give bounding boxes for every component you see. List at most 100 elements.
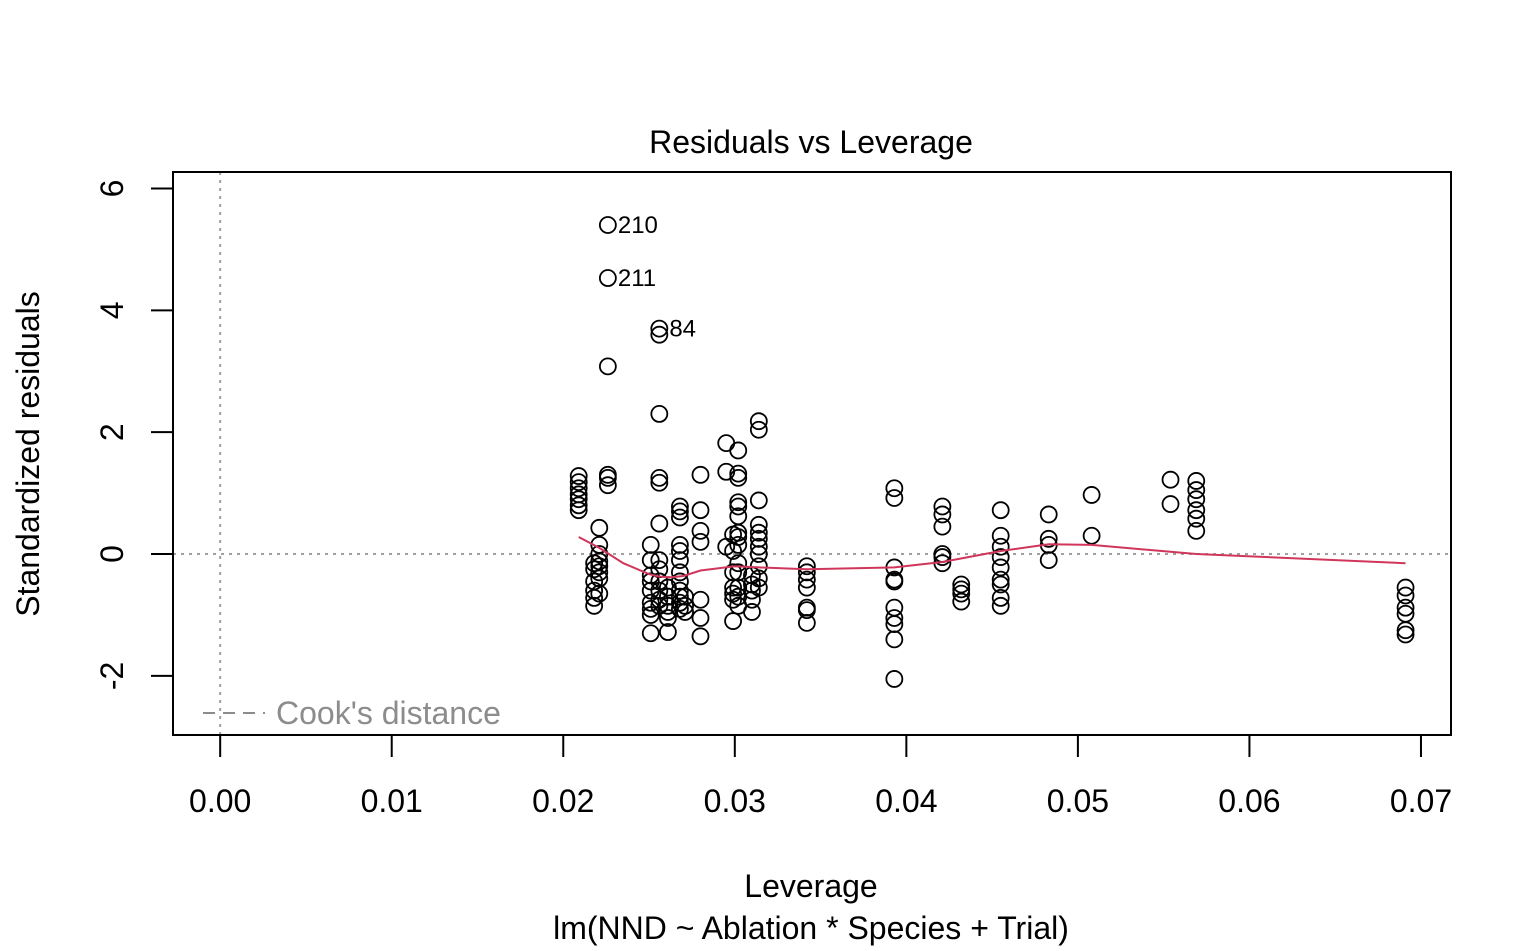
data-point: [749, 523, 768, 542]
data-point: [691, 521, 710, 540]
data-point: [749, 537, 768, 556]
point-label: 211: [618, 265, 656, 292]
data-point: [797, 613, 816, 632]
chart-title: Residuals vs Leverage: [649, 124, 973, 160]
chart-subtitle: lm(NND ~ Ablation * Species + Trial): [553, 910, 1069, 946]
data-point: [650, 514, 669, 533]
data-point: [1187, 472, 1206, 490]
data-point: [671, 563, 689, 582]
data-point: [650, 325, 669, 344]
x-tick-label: 0.06: [1218, 783, 1280, 819]
x-tick-label: 0.00: [189, 783, 251, 819]
data-point: [952, 575, 971, 594]
data-point: [885, 479, 904, 498]
data-point: [659, 609, 677, 627]
data-point: [691, 609, 710, 627]
data-point: [729, 535, 748, 554]
x-tick-label: 0.02: [532, 783, 594, 819]
data-point: [590, 584, 609, 603]
data-point: [724, 612, 742, 630]
x-axis-label: Leverage: [744, 868, 877, 904]
data-point: [569, 473, 588, 492]
plot-region: 210 211 84: [172, 171, 1452, 736]
data-point: [749, 515, 768, 534]
data-point: [749, 578, 768, 597]
data-point: [569, 479, 588, 498]
data-point: [569, 501, 588, 520]
data-point: [885, 609, 904, 627]
data-point: [1039, 551, 1058, 570]
y-tick-label: 0: [94, 545, 130, 563]
data-point: [676, 603, 694, 621]
point-annotations: 210 211 84: [618, 212, 696, 343]
data-point: [991, 575, 1010, 594]
y-tick-label: 6: [94, 180, 130, 198]
data-point: [691, 627, 710, 646]
data-point: [650, 404, 669, 423]
data-point: [691, 465, 710, 484]
data-point: [991, 501, 1010, 520]
data-point: [717, 434, 736, 453]
x-tick-label: 0.05: [1047, 783, 1109, 819]
data-point: [691, 532, 710, 551]
data-point: [1187, 521, 1206, 540]
data-point: [1161, 495, 1180, 513]
data-point: [641, 624, 660, 643]
data-point: [569, 467, 588, 485]
data-point: [1396, 598, 1415, 617]
data-point: [650, 468, 669, 487]
data-point: [650, 319, 669, 338]
data-point: [1396, 621, 1415, 640]
data-point: [749, 491, 768, 510]
data-point: [569, 496, 588, 515]
data-point: [729, 441, 748, 460]
legend-label: Cook's distance: [276, 695, 501, 731]
data-point: [598, 269, 617, 287]
smoothed-trend-line: [578, 536, 1406, 579]
data-point: [952, 580, 971, 599]
data-point: [797, 578, 816, 597]
x-axis: 0.00 0.01 0.02 0.03 0.04 0.05 0.06 0.07: [189, 734, 1452, 819]
data-point: [650, 473, 669, 492]
data-point: [729, 468, 748, 487]
x-tick-label: 0.01: [361, 783, 423, 819]
data-point: [598, 468, 617, 487]
data-point: [933, 497, 952, 516]
data-point: [991, 570, 1010, 589]
data-point: [933, 548, 952, 566]
data-point: [991, 589, 1010, 607]
data-point: [585, 596, 604, 615]
data-point: [729, 493, 748, 512]
data-point: [676, 596, 694, 615]
data-point: [671, 508, 689, 527]
data-point: [797, 557, 816, 576]
data-point: [1396, 578, 1415, 597]
data-point: [671, 551, 689, 570]
data-point: [590, 518, 609, 537]
x-tick-label: 0.03: [704, 783, 766, 819]
data-point: [885, 489, 904, 507]
data-point: [671, 497, 689, 516]
data-point: [797, 570, 816, 589]
data-point: [590, 557, 609, 576]
y-tick-label: 2: [94, 423, 130, 441]
data-point: [885, 630, 904, 649]
data-point: [933, 505, 952, 524]
data-point: [650, 551, 669, 570]
data-point: [691, 590, 710, 609]
data-point: [1082, 486, 1101, 504]
data-point: [729, 497, 748, 516]
point-label: 84: [669, 316, 696, 343]
y-axis-label: Standardized residuals: [10, 291, 46, 617]
legend: Cook's distance: [203, 695, 501, 731]
data-point: [585, 589, 604, 607]
x-tick-label: 0.07: [1390, 783, 1452, 819]
y-tick-label: 4: [94, 301, 130, 319]
data-points: [569, 216, 1415, 688]
data-point: [991, 537, 1010, 556]
data-point: [659, 623, 677, 641]
data-point: [749, 545, 768, 563]
data-point: [729, 523, 748, 542]
point-label: 210: [618, 212, 658, 239]
